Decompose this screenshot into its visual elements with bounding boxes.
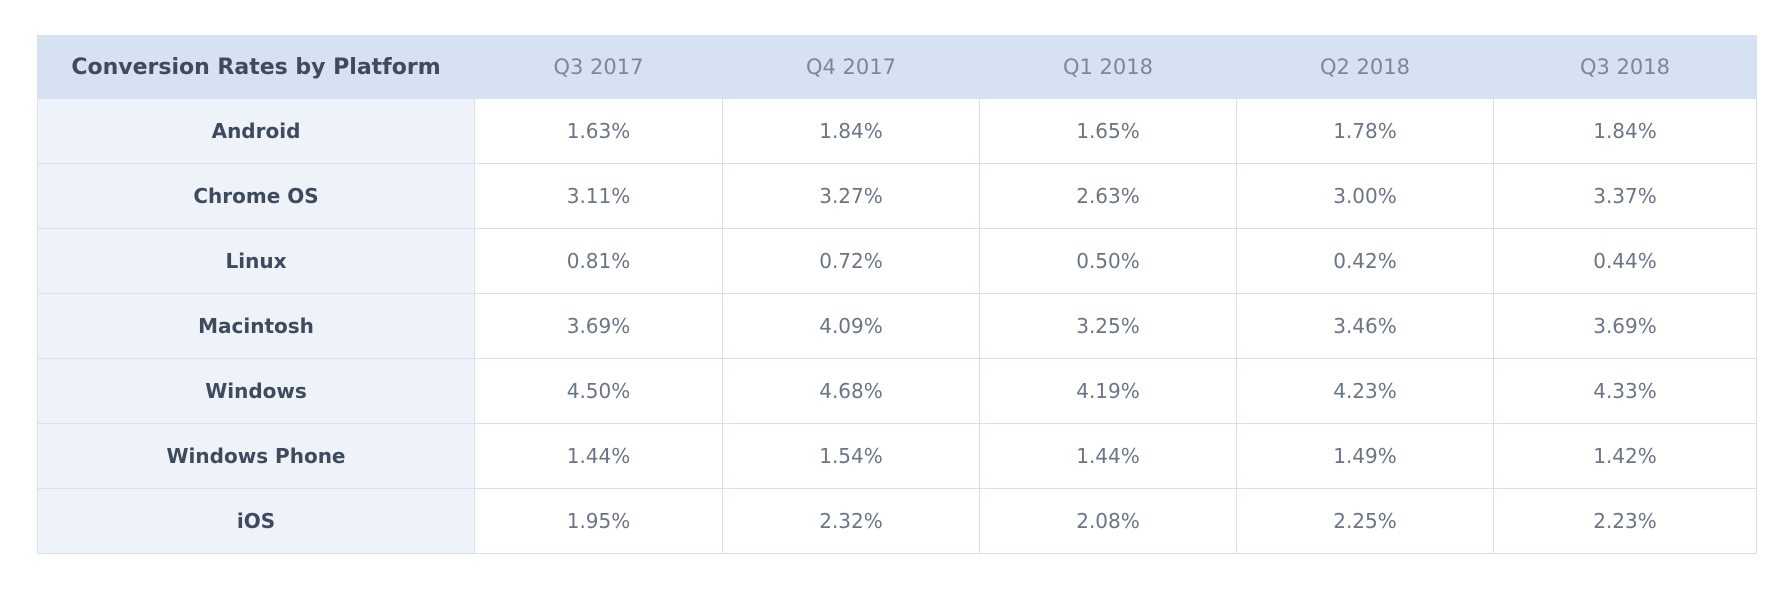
- conversion-rates-table-container: Conversion Rates by Platform Q3 2017 Q4 …: [37, 35, 1757, 554]
- table-cell: 1.78%: [1236, 98, 1494, 164]
- column-header: Q1 2018: [979, 35, 1237, 99]
- table-cell: 1.54%: [722, 423, 980, 489]
- table-title: Conversion Rates by Platform: [37, 35, 475, 99]
- table-cell: 0.72%: [722, 228, 980, 294]
- table-cell: 1.42%: [1493, 423, 1757, 489]
- table-cell: 4.68%: [722, 358, 980, 424]
- table-row: Linux 0.81% 0.72% 0.50% 0.42% 0.44%: [37, 228, 1757, 294]
- table-cell: 2.32%: [722, 488, 980, 554]
- row-label: Linux: [37, 228, 475, 294]
- table-row: Windows Phone 1.44% 1.54% 1.44% 1.49% 1.42%: [37, 423, 1757, 489]
- table-row: Android 1.63% 1.84% 1.65% 1.78% 1.84%: [37, 98, 1757, 164]
- table-cell: 1.84%: [722, 98, 980, 164]
- table-cell: 3.11%: [474, 163, 723, 229]
- column-header: Q3 2017: [474, 35, 723, 99]
- table-cell: 4.23%: [1236, 358, 1494, 424]
- table-cell: 0.44%: [1493, 228, 1757, 294]
- row-label: iOS: [37, 488, 475, 554]
- conversion-rates-table: Conversion Rates by Platform Q3 2017 Q4 …: [37, 35, 1757, 554]
- table-body: Android 1.63% 1.84% 1.65% 1.78% 1.84% Chrome O…: [37, 98, 1757, 554]
- table-row: Macintosh 3.69% 4.09% 3.25% 3.46% 3.69%: [37, 293, 1757, 359]
- table-cell: 0.50%: [979, 228, 1237, 294]
- table-cell: 3.69%: [474, 293, 723, 359]
- row-label: Chrome OS: [37, 163, 475, 229]
- table-cell: 0.81%: [474, 228, 723, 294]
- table-cell: 1.44%: [979, 423, 1237, 489]
- row-label: Windows Phone: [37, 423, 475, 489]
- table-row: Chrome OS 3.11% 3.27% 2.63% 3.00% 3.37%: [37, 163, 1757, 229]
- table-cell: 2.25%: [1236, 488, 1494, 554]
- header-row: Conversion Rates by Platform Q3 2017 Q4 …: [37, 35, 1757, 99]
- table-row: iOS 1.95% 2.32% 2.08% 2.25% 2.23%: [37, 488, 1757, 554]
- row-label: Windows: [37, 358, 475, 424]
- table-cell: 2.63%: [979, 163, 1237, 229]
- table-cell: 4.19%: [979, 358, 1237, 424]
- table-cell: 3.27%: [722, 163, 980, 229]
- table-cell: 3.46%: [1236, 293, 1494, 359]
- table-cell: 3.25%: [979, 293, 1237, 359]
- table-cell: 3.69%: [1493, 293, 1757, 359]
- table-cell: 0.42%: [1236, 228, 1494, 294]
- table-cell: 2.08%: [979, 488, 1237, 554]
- table-cell: 4.33%: [1493, 358, 1757, 424]
- table-cell: 1.49%: [1236, 423, 1494, 489]
- table-cell: 4.50%: [474, 358, 723, 424]
- table-cell: 3.00%: [1236, 163, 1494, 229]
- table-cell: 3.37%: [1493, 163, 1757, 229]
- table-cell: 1.84%: [1493, 98, 1757, 164]
- table-cell: 1.65%: [979, 98, 1237, 164]
- table-cell: 2.23%: [1493, 488, 1757, 554]
- column-header: Q3 2018: [1493, 35, 1757, 99]
- table-cell: 1.63%: [474, 98, 723, 164]
- table-cell: 1.44%: [474, 423, 723, 489]
- table-cell: 1.95%: [474, 488, 723, 554]
- table-cell: 4.09%: [722, 293, 980, 359]
- row-label: Android: [37, 98, 475, 164]
- row-label: Macintosh: [37, 293, 475, 359]
- column-header: Q2 2018: [1236, 35, 1494, 99]
- table-row: Windows 4.50% 4.68% 4.19% 4.23% 4.33%: [37, 358, 1757, 424]
- column-header: Q4 2017: [722, 35, 980, 99]
